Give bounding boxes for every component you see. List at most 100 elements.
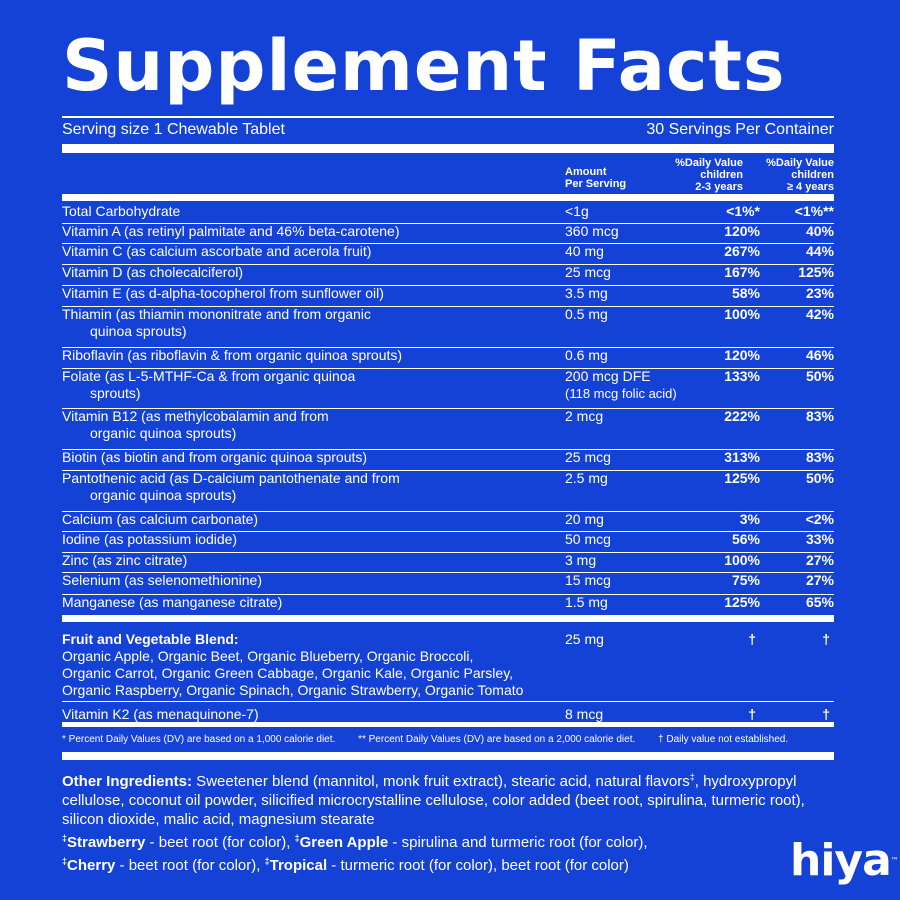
nutrient-dv-4plus: 23% <box>805 285 834 301</box>
k2-amount: 8 mcg <box>565 706 604 722</box>
nutrient-name: Vitamin B12 (as methylcobalamin and from… <box>62 408 329 441</box>
row-divider <box>62 264 834 265</box>
blend-dv1: † <box>748 631 756 647</box>
nutrient-name: Pantothenic acid (as D-calcium pantothen… <box>62 470 400 503</box>
nutrient-dv-2-3: 58% <box>731 285 760 301</box>
row-divider <box>62 572 834 573</box>
nutrient-amount: 360 mcg <box>565 223 619 239</box>
header-thick-rule <box>62 194 834 201</box>
nutrient-amount: 0.6 mg <box>565 347 608 363</box>
nutrient-name: Riboflavin (as riboflavin & from organic… <box>62 347 403 363</box>
nutrient-dv-4plus: 83% <box>805 449 834 465</box>
nutrient-dv-4plus: 65% <box>805 594 834 610</box>
nutrient-dv-4plus: 50% <box>805 368 834 384</box>
nutrient-dv-2-3: 100% <box>724 306 760 322</box>
k2-dv1: † <box>748 706 756 722</box>
row-divider <box>62 368 834 369</box>
row-divider <box>62 223 834 224</box>
hiya-logo: hiya™ <box>790 835 899 886</box>
blend-line: Organic Raspberry, Organic Spinach, Orga… <box>62 682 524 698</box>
nutrient-dv-4plus: 27% <box>805 552 834 568</box>
nutrient-name: Total Carbohydrate <box>62 203 181 219</box>
footnote-dagger: † Daily value not established. <box>658 734 789 745</box>
nutrient-name: Vitamin D (as cholecalciferol) <box>62 264 244 280</box>
flavor-desc: - spirulina and turmeric root (for color… <box>388 834 648 851</box>
nutrient-dv-2-3: <1%* <box>726 203 760 219</box>
nutrient-dv-4plus: 125% <box>798 264 834 280</box>
nutrient-dv-2-3: 125% <box>724 594 760 610</box>
serving-info: Serving size 1 Chewable Tablet 30 Servin… <box>62 120 834 140</box>
nutrient-amount: 3.5 mg <box>565 285 608 301</box>
row-divider <box>62 285 834 286</box>
nutrient-amount: 25 mcg <box>565 449 611 465</box>
row-divider <box>62 347 834 348</box>
k2-dv2: † <box>822 706 830 722</box>
flavor-desc: - turmeric root (for color), beet root (… <box>327 857 629 874</box>
nutrient-amount: <1g <box>565 203 589 219</box>
nutrient-name: Biotin (as biotin and from organic quino… <box>62 449 368 465</box>
title-rule <box>62 116 834 118</box>
nutrient-amount: 3 mg <box>565 552 597 568</box>
nutrient-name: Thiamin (as thiamin mononitrate and from… <box>62 306 371 339</box>
nutrient-dv-2-3: 267% <box>724 243 760 259</box>
nutrient-name: Iodine (as potassium iodide) <box>62 531 238 547</box>
col-amount-header: Amount Per Serving <box>565 166 627 190</box>
nutrient-amount: 2 mcg <box>565 408 604 424</box>
ingredients-label: Other Ingredients: <box>62 773 193 790</box>
flavor-mark: ‡ <box>62 833 68 843</box>
page-title: Supplement Facts <box>62 25 786 107</box>
nutrient-amount: 20 mg <box>565 511 604 527</box>
nutrient-amount: 200 mcg DFE (118 mcg folic acid) <box>565 368 677 401</box>
row-divider <box>62 306 834 307</box>
logo-text: hiya <box>790 835 892 886</box>
serving-size: Serving size 1 Chewable Tablet <box>62 121 285 138</box>
ingredients-text: , hydroxypropyl cellulose, coconut oil p… <box>62 773 805 828</box>
nutrient-amount: 1.5 mg <box>565 594 608 610</box>
nutrient-amount: 25 mcg <box>565 264 611 280</box>
nutrient-dv-2-3: 133% <box>724 368 760 384</box>
flavor-strawberry: Strawberry <box>67 834 146 851</box>
nutrient-name: Manganese (as manganese citrate) <box>62 594 283 610</box>
nutrient-amount: 50 mcg <box>565 531 611 547</box>
nutrient-dv-4plus: 42% <box>805 306 834 322</box>
nutrient-dv-2-3: 313% <box>724 449 760 465</box>
nutrients-thick-rule <box>62 615 834 622</box>
nutrient-name: Selenium (as selenomethionine) <box>62 572 262 588</box>
blend-line: Organic Carrot, Organic Green Cabbage, O… <box>62 665 514 681</box>
blend-amount: 25 mg <box>565 631 604 647</box>
blend-line: Organic Apple, Organic Beet, Organic Blu… <box>62 648 474 664</box>
k2-name: Vitamin K2 (as menaquinone-7) <box>62 706 259 722</box>
nutrient-name: Vitamin C (as calcium ascorbate and acer… <box>62 243 372 259</box>
other-ingredients: Other Ingredients: Sweetener blend (mann… <box>62 768 842 875</box>
ingredients-text: Sweetener blend (mannitol, monk fruit ex… <box>192 773 690 790</box>
nutrient-dv-4plus: 46% <box>805 347 834 363</box>
row-divider <box>62 449 834 450</box>
blend-dv2: † <box>822 631 830 647</box>
flavor-cherry: Cherry <box>67 857 116 874</box>
row-divider <box>62 243 834 244</box>
row-divider <box>62 511 834 512</box>
flavor-tropical: Tropical <box>269 857 328 874</box>
footnote-thick-rule <box>62 752 834 760</box>
nutrient-name: Vitamin A (as retinyl palmitate and 46% … <box>62 223 400 239</box>
nutrient-dv-2-3: 56% <box>731 531 760 547</box>
nutrient-dv-2-3: 167% <box>724 264 760 280</box>
flavor-desc: - beet root (for color), <box>115 857 265 874</box>
nutrient-name: Folate (as L-5-MTHF-Ca & from organic qu… <box>62 368 356 401</box>
serving-thick-rule <box>62 144 834 153</box>
nutrient-amount: 15 mcg <box>565 572 611 588</box>
k2-thick-rule <box>62 722 834 727</box>
flavor-mark: ‡ <box>62 856 68 866</box>
nutrient-dv-2-3: 120% <box>724 347 760 363</box>
row-divider <box>62 531 834 532</box>
col-dv2-header: %Daily Value children ≥ 4 years <box>766 157 834 193</box>
nutrient-dv-4plus: 83% <box>805 408 834 424</box>
footnotes: * Percent Daily Values (DV) are based on… <box>62 733 834 747</box>
nutrient-dv-4plus: 27% <box>805 572 834 588</box>
ingredients-mark: ‡ <box>689 772 695 782</box>
nutrient-dv-4plus: 50% <box>805 470 834 486</box>
nutrient-dv-4plus: 33% <box>805 531 834 547</box>
row-divider <box>62 470 834 471</box>
nutrient-amount: 0.5 mg <box>565 306 608 322</box>
flavor-mark: ‡ <box>294 833 300 843</box>
